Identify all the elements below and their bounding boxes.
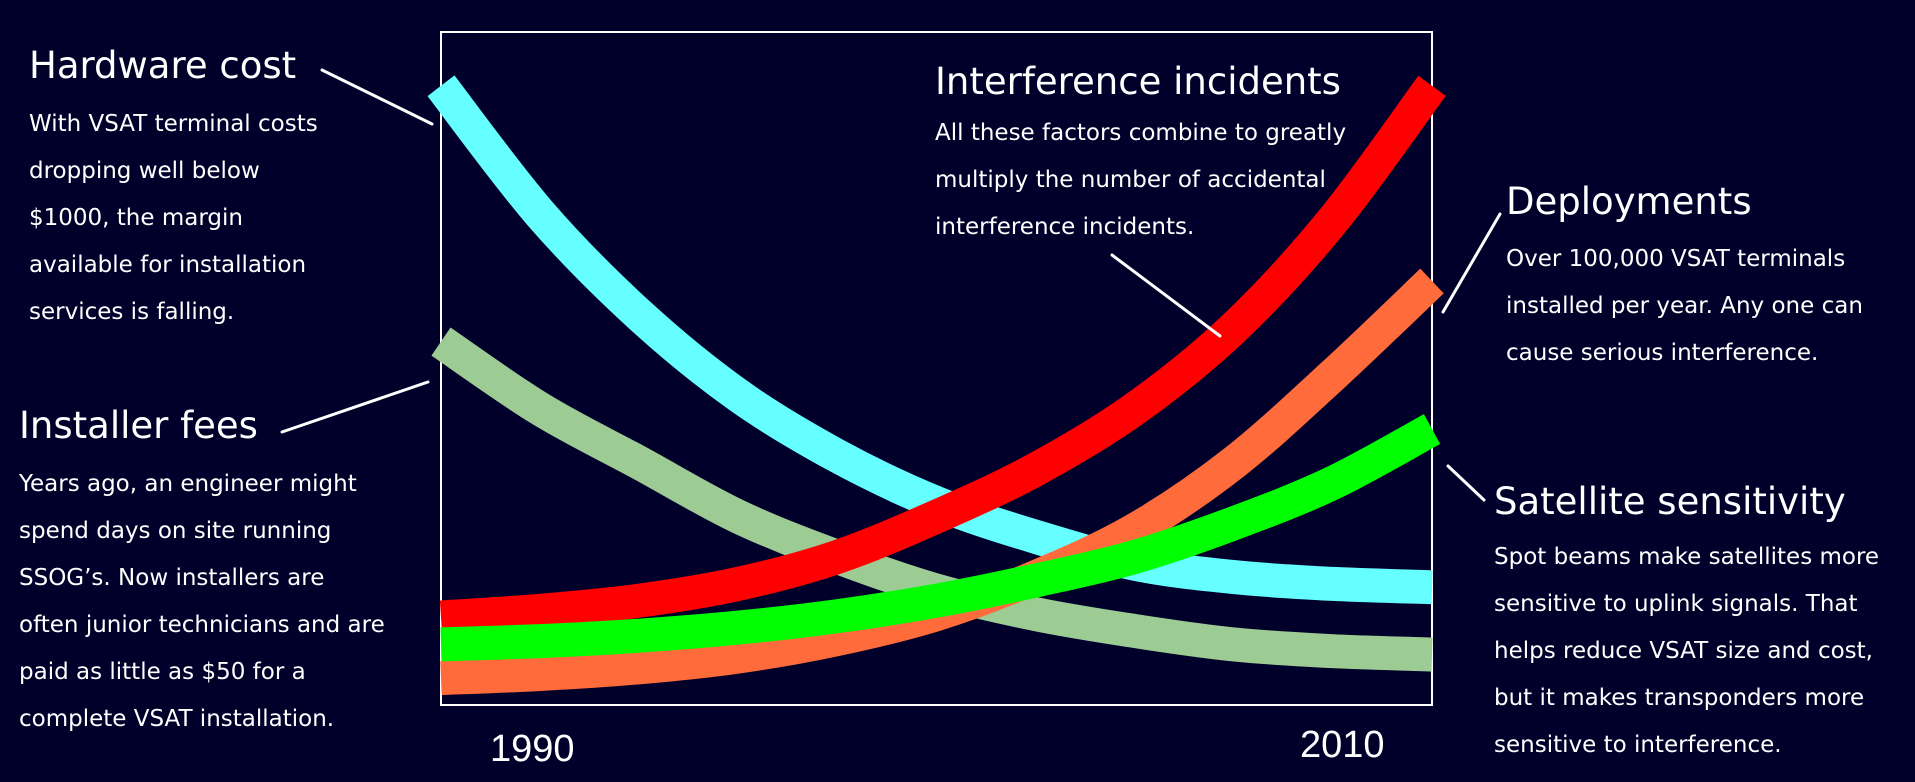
deployments-description: Over 100,000 VSAT terminals installed pe… xyxy=(1506,236,1863,377)
description-line: Over 100,000 VSAT terminals xyxy=(1506,246,1846,272)
interference-incidents-description: All these factors combine to greatly mul… xyxy=(935,110,1346,251)
deployments-title: Deployments xyxy=(1506,180,1752,223)
installer-fees-description: Years ago, an engineer might spend days … xyxy=(19,461,385,743)
description-line: interference incidents. xyxy=(935,214,1195,240)
satellite-sensitivity-title: Satellite sensitivity xyxy=(1494,480,1846,523)
satellite-series-line xyxy=(440,414,1441,662)
satellite-callout-line xyxy=(1446,464,1486,502)
description-line: spend days on site running xyxy=(19,518,332,544)
description-line: available for installation xyxy=(29,252,307,278)
description-line: sensitive to interference. xyxy=(1494,732,1782,758)
description-line: paid as little as $50 for a xyxy=(19,659,306,685)
hardware-callout-line xyxy=(320,68,434,126)
description-line: Spot beams make satellites more xyxy=(1494,544,1880,570)
description-line: SSOG’s. Now installers are xyxy=(19,565,325,591)
description-line: installed per year. Any one can xyxy=(1506,293,1863,319)
description-line: cause serious interference. xyxy=(1506,340,1819,366)
description-line: complete VSAT installation. xyxy=(19,706,335,732)
description-line: With VSAT terminal costs xyxy=(29,111,318,137)
callout-lines xyxy=(280,68,1502,502)
interference-series-line xyxy=(439,75,1446,635)
description-line: All these factors combine to greatly xyxy=(935,120,1347,146)
description-line: sensitive to uplink signals. That xyxy=(1494,591,1858,617)
series-layer xyxy=(427,75,1446,696)
x-tick-label-end: 2010 xyxy=(1300,724,1385,766)
x-tick-label-start: 1990 xyxy=(490,728,575,770)
deployments-callout-line xyxy=(1441,212,1502,314)
installer-fees-title: Installer fees xyxy=(19,404,258,447)
description-line: services is falling. xyxy=(29,299,235,325)
installer-callout-line xyxy=(280,380,430,434)
description-line: dropping well below xyxy=(29,158,260,184)
description-line: helps reduce VSAT size and cost, xyxy=(1494,638,1873,664)
interference-callout-line xyxy=(1110,253,1222,338)
hardware-cost-title: Hardware cost xyxy=(29,44,297,87)
interference-incidents-title: Interference incidents xyxy=(935,60,1341,103)
hardware-cost-description: With VSAT terminal costs dropping well b… xyxy=(29,101,318,336)
description-line: Years ago, an engineer might xyxy=(19,471,357,497)
plot-frame xyxy=(440,31,1433,706)
hardware-series-line xyxy=(427,75,1433,605)
satellite-sensitivity-description: Spot beams make satellites more sensitiv… xyxy=(1494,534,1879,769)
description-line: often junior technicians and are xyxy=(19,612,385,638)
description-line: multiply the number of accidental xyxy=(935,167,1326,193)
description-line: $1000, the margin xyxy=(29,205,243,231)
description-line: but it makes transponders more xyxy=(1494,685,1865,711)
